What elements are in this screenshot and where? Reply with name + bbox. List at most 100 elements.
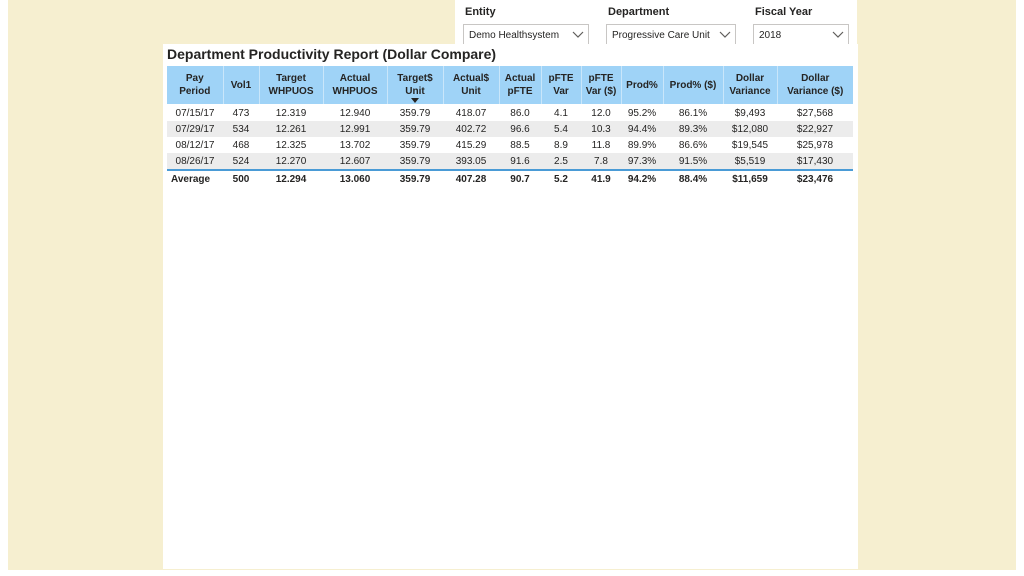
- table-cell: 359.79: [387, 137, 443, 153]
- fiscal-year-dropdown[interactable]: 2018: [753, 24, 849, 45]
- table-cell: 415.29: [443, 137, 499, 153]
- total-cell: 88.4%: [663, 169, 723, 187]
- column-header-line2: Unit: [405, 86, 425, 97]
- table-cell: 468: [223, 137, 259, 153]
- column-header[interactable]: Actual WHPUOS: [323, 66, 388, 104]
- table-cell: 89.3%: [663, 121, 723, 137]
- table-cell: 96.6: [499, 121, 541, 137]
- table-cell: 12.607: [323, 153, 387, 170]
- table-cell: 359.79: [387, 153, 443, 170]
- table-cell: $25,978: [777, 137, 853, 153]
- total-cell: 90.7: [499, 169, 541, 187]
- total-cell: 359.79: [387, 169, 443, 187]
- department-dropdown[interactable]: Progressive Care Unit: [606, 24, 736, 45]
- table-cell: 359.79: [387, 104, 443, 121]
- table-cell: $27,568: [777, 104, 853, 121]
- table-cell: 11.8: [581, 137, 621, 153]
- table-cell: $17,430: [777, 153, 853, 170]
- entity-dropdown[interactable]: Demo Healthsystem: [463, 24, 589, 45]
- fiscal-year-dropdown-value: 2018: [759, 30, 782, 41]
- table-cell: 393.05: [443, 153, 499, 170]
- column-header-line2: WHPUOS: [268, 86, 314, 97]
- column-header-line2: Variance: [729, 86, 771, 97]
- column-header[interactable]: Prod% ($): [663, 66, 724, 104]
- total-label: Average: [167, 169, 223, 187]
- table-cell: 86.6%: [663, 137, 723, 153]
- table-cell: 13.702: [323, 137, 387, 153]
- column-header-line1: Actual$: [452, 73, 490, 84]
- canvas-edge-right: [1016, 0, 1024, 576]
- column-header[interactable]: Target WHPUOS: [259, 66, 324, 104]
- table-cell: $5,519: [723, 153, 777, 170]
- fiscal-year-slicer: Fiscal Year 2018: [745, 0, 855, 45]
- table-cell: 12.319: [259, 104, 323, 121]
- column-header[interactable]: Dollar Variance ($): [777, 66, 853, 104]
- table-cell: $12,080: [723, 121, 777, 137]
- column-header-line1: Dollar: [801, 73, 830, 84]
- column-header-line1: pFTE: [588, 73, 614, 84]
- table-cell: 91.5%: [663, 153, 723, 170]
- total-cell: 5.2: [541, 169, 581, 187]
- department-dropdown-value: Progressive Care Unit: [612, 30, 710, 41]
- column-header[interactable]: Pay Period: [167, 66, 224, 104]
- entity-slicer-label: Entity: [465, 6, 496, 18]
- table-cell: 418.07: [443, 104, 499, 121]
- total-cell: 13.060: [323, 169, 387, 187]
- table-header-row: Pay Period Vol1 Target WHPUOS Actual WHPUOS Tar…: [167, 66, 853, 104]
- column-header-line2: Unit: [461, 86, 481, 97]
- table-cell: 95.2%: [621, 104, 663, 121]
- column-header-line2: pFTE: [507, 86, 533, 97]
- column-header-line2: Var: [553, 86, 569, 97]
- column-header-line1: Actual: [339, 73, 371, 84]
- column-header-line1: pFTE: [548, 73, 574, 84]
- table-cell: 12.261: [259, 121, 323, 137]
- total-cell: 407.28: [443, 169, 499, 187]
- filter-bar: Entity Demo Healthsystem Department Prog…: [455, 0, 857, 45]
- table-cell: 88.5: [499, 137, 541, 153]
- column-header[interactable]: Prod%: [621, 66, 664, 104]
- table-row[interactable]: 07/29/17 534 12.261 12.991 359.79 402.72 96.6 5…: [167, 121, 853, 137]
- canvas-edge-bottom: [0, 570, 1024, 576]
- table-cell: 2.5: [541, 153, 581, 170]
- table-cell: 402.72: [443, 121, 499, 137]
- table-total-row: Average 500 12.294 13.060 359.79 407.28 90.7 5.…: [167, 169, 853, 187]
- productivity-table: Pay Period Vol1 Target WHPUOS Actual WHPUOS Tar…: [167, 66, 853, 187]
- table-cell: 12.325: [259, 137, 323, 153]
- total-cell: 41.9: [581, 169, 621, 187]
- column-header[interactable]: Dollar Variance: [723, 66, 778, 104]
- column-header[interactable]: Actual pFTE: [499, 66, 542, 104]
- entity-slicer: Entity Demo Healthsystem: [455, 0, 595, 45]
- table-cell: $22,927: [777, 121, 853, 137]
- sort-descending-icon: [411, 98, 419, 103]
- table-cell: 359.79: [387, 121, 443, 137]
- table-cell: 10.3: [581, 121, 621, 137]
- column-header[interactable]: Target$ Unit: [387, 66, 444, 104]
- total-cell: $11,659: [723, 169, 777, 187]
- table-body: 07/15/17 473 12.319 12.940 359.79 418.07 86.0 4…: [167, 104, 853, 170]
- report-title: Department Productivity Report (Dollar C…: [167, 46, 497, 62]
- department-slicer: Department Progressive Care Unit: [598, 0, 743, 45]
- table-row[interactable]: 08/26/17 524 12.270 12.607 359.79 393.05 91.6 2…: [167, 153, 853, 170]
- column-header-line1: Vol1: [230, 79, 252, 91]
- chevron-down-icon: [719, 31, 731, 38]
- column-header-line1: Prod%: [626, 79, 658, 91]
- department-slicer-label: Department: [608, 6, 670, 18]
- column-header[interactable]: Actual$ Unit: [443, 66, 500, 104]
- table-cell: 07/15/17: [167, 104, 223, 121]
- fiscal-year-slicer-label: Fiscal Year: [755, 6, 813, 18]
- table-cell: 4.1: [541, 104, 581, 121]
- table-row[interactable]: 07/15/17 473 12.319 12.940 359.79 418.07 86.0 4…: [167, 104, 853, 121]
- table-row[interactable]: 08/12/17 468 12.325 13.702 359.79 415.29 88.5 8…: [167, 137, 853, 153]
- table-cell: 12.940: [323, 104, 387, 121]
- column-header-line1: Dollar: [735, 73, 765, 84]
- table-cell: 524: [223, 153, 259, 170]
- table-cell: $19,545: [723, 137, 777, 153]
- column-header[interactable]: pFTE Var: [541, 66, 582, 104]
- canvas-edge-left: [0, 0, 8, 576]
- column-header-line1: Actual: [504, 73, 536, 84]
- report-visual: Department Productivity Report (Dollar C…: [163, 44, 858, 569]
- column-header[interactable]: Vol1: [223, 66, 260, 104]
- column-header[interactable]: pFTE Var ($): [581, 66, 622, 104]
- chevron-down-icon: [832, 31, 844, 38]
